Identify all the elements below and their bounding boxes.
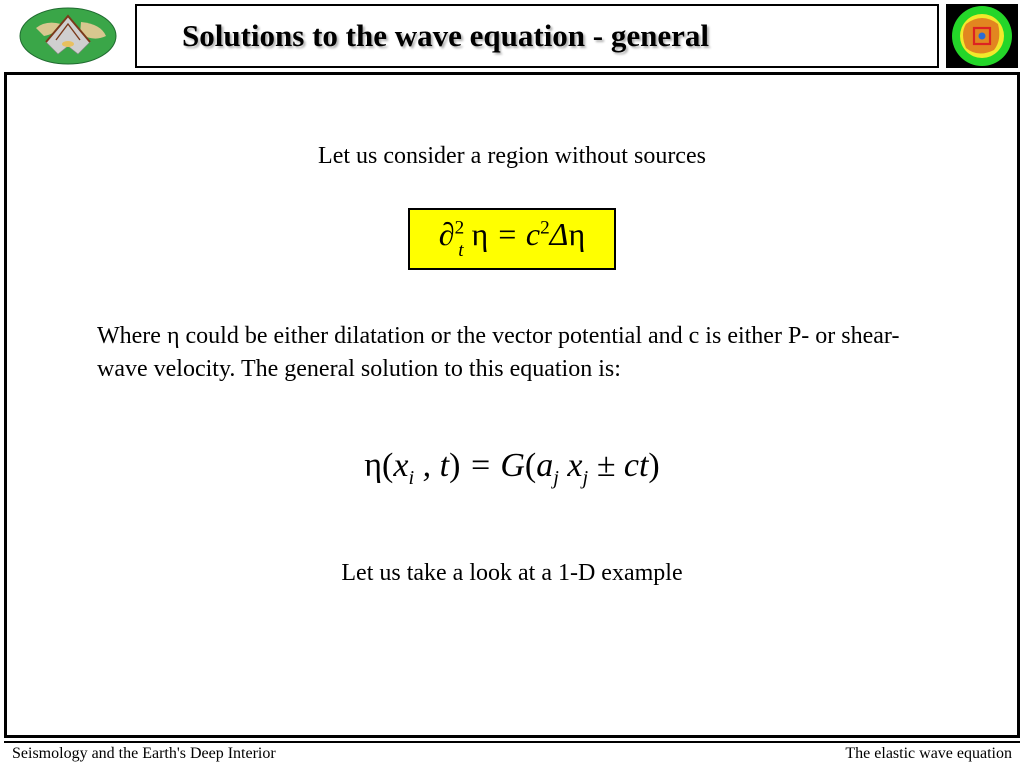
slide-body: Let us consider a region without sources… bbox=[4, 72, 1020, 738]
slide-footer: Seismology and the Earth's Deep Interior… bbox=[4, 741, 1020, 765]
explanation-text: Where η could be either dilatation or th… bbox=[97, 320, 927, 387]
globe-cut-icon bbox=[6, 2, 131, 68]
footer-right: The elastic wave equation bbox=[845, 745, 1012, 763]
slide-header: Solutions to the wave equation - general bbox=[135, 4, 939, 68]
footer-left: Seismology and the Earth's Deep Interior bbox=[12, 745, 276, 763]
intro-text: Let us consider a region without sources bbox=[97, 143, 927, 170]
slide-title: Solutions to the wave equation - general bbox=[182, 18, 709, 54]
thermal-globe-icon bbox=[946, 4, 1018, 68]
closing-text: Let us take a look at a 1-D example bbox=[97, 560, 927, 587]
general-solution-equation: η(xi , t) = G(aj xj ± ct) bbox=[97, 447, 927, 490]
wave-equation-box: ∂2t η = c2Δη bbox=[408, 208, 616, 270]
